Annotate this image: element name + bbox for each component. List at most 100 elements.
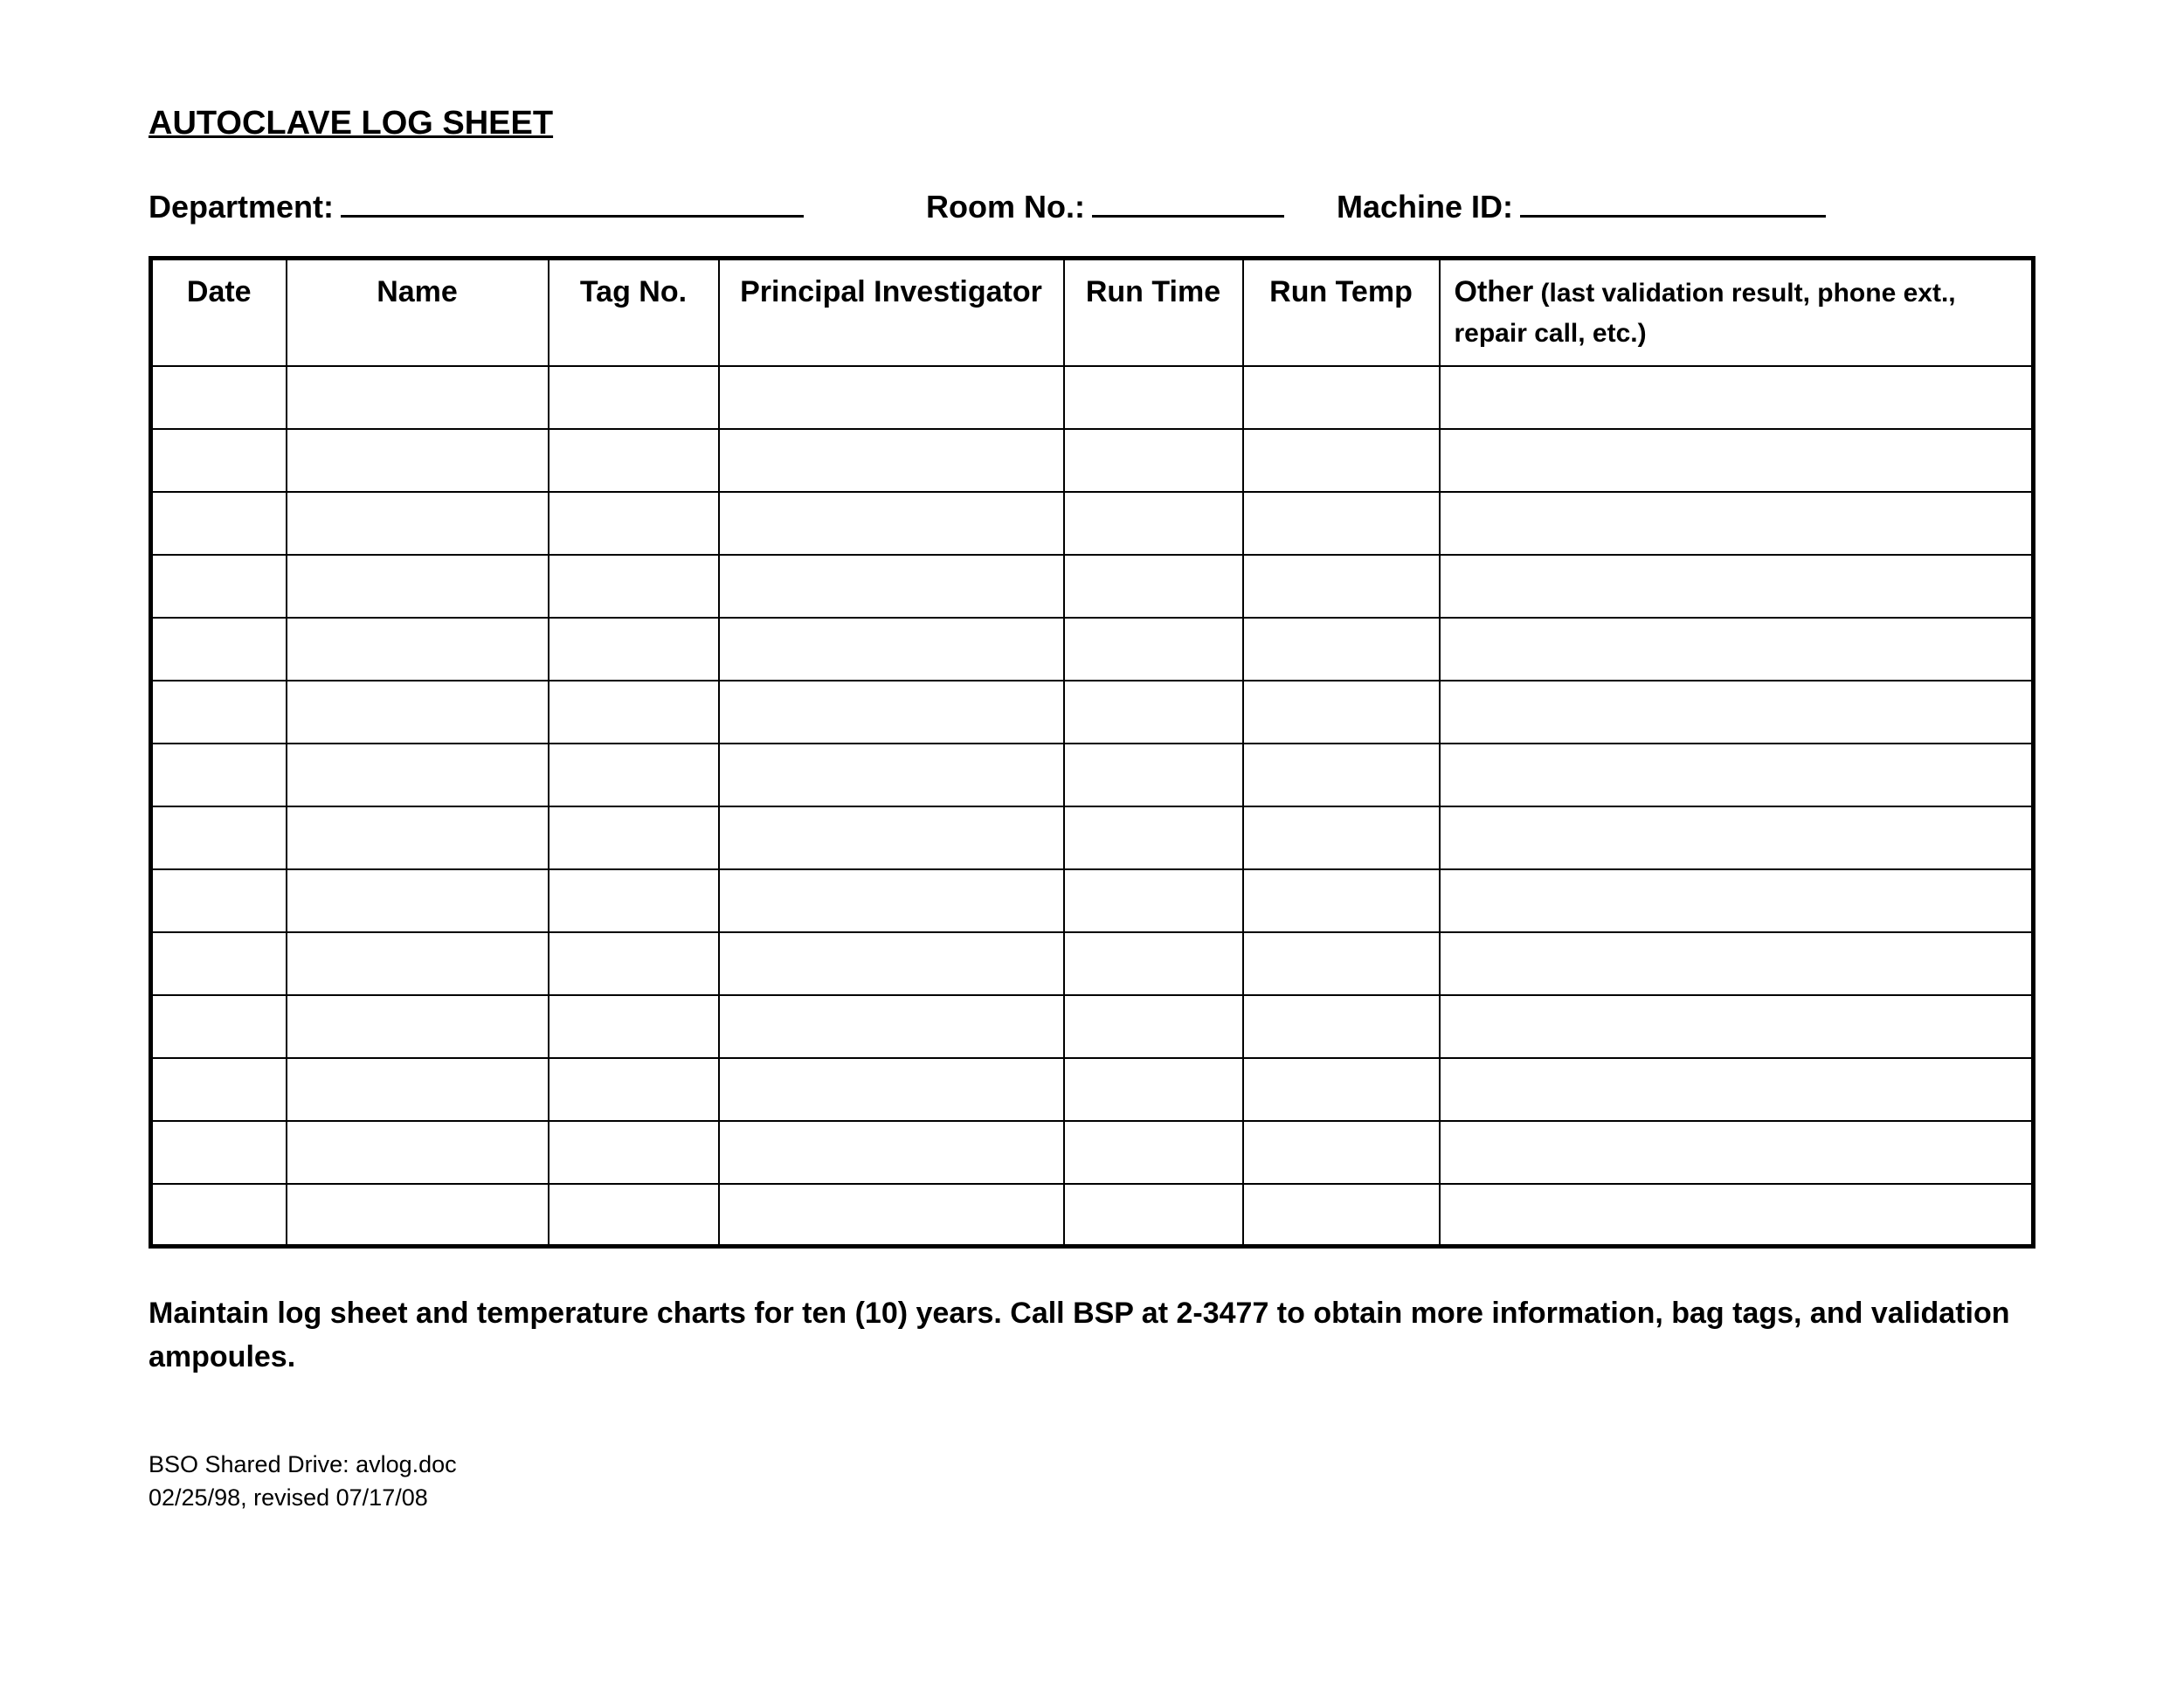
table-cell [719,995,1064,1058]
table-cell [1243,1121,1440,1184]
table-cell [719,618,1064,681]
table-cell [719,1058,1064,1121]
table-cell [1243,744,1440,806]
table-row [151,429,2034,492]
table-cell [287,492,549,555]
table-cell [549,555,719,618]
table-cell [1440,366,2034,429]
table-cell [1440,1184,2034,1247]
table-cell [1064,806,1243,869]
table-cell [1440,618,2034,681]
table-cell [1243,429,1440,492]
table-cell [151,429,287,492]
table-cell [549,1184,719,1247]
table-cell [1064,744,1243,806]
table-cell [1064,1184,1243,1247]
table-cell [549,869,719,932]
col-header-pi: Principal Investigator [719,259,1064,366]
room-label: Room No.: [926,189,1085,225]
table-cell [151,618,287,681]
table-cell [151,1058,287,1121]
table-row [151,1058,2034,1121]
table-body [151,366,2034,1247]
table-cell [1440,744,2034,806]
table-cell [1243,1184,1440,1247]
table-cell [287,681,549,744]
table-row [151,555,2034,618]
table-cell [1243,869,1440,932]
table-cell [1243,806,1440,869]
table-row [151,932,2034,995]
table-cell [1440,932,2034,995]
table-cell [1064,681,1243,744]
table-cell [549,1121,719,1184]
table-cell [1064,1058,1243,1121]
table-cell [1243,366,1440,429]
table-header: Date Name Tag No. Principal Investigator… [151,259,2034,366]
table-row [151,1121,2034,1184]
department-field: Department: [149,186,804,225]
table-row [151,618,2034,681]
table-cell [151,995,287,1058]
table-row [151,744,2034,806]
table-cell [287,806,549,869]
table-cell [287,869,549,932]
table-cell [1243,681,1440,744]
table-cell [1440,1121,2034,1184]
table-cell [151,366,287,429]
table-cell [1243,1058,1440,1121]
col-header-runtime: Run Time [1064,259,1243,366]
table-cell [1064,492,1243,555]
table-cell [1064,429,1243,492]
room-blank-line [1092,186,1284,218]
table-cell [1243,618,1440,681]
table-cell [719,1184,1064,1247]
table-cell [151,1121,287,1184]
table-cell [287,429,549,492]
table-cell [1440,555,2034,618]
department-label: Department: [149,189,334,225]
table-cell [719,429,1064,492]
header-fields: Department: Room No.: Machine ID: [149,186,2035,225]
col-header-runtemp: Run Temp [1243,259,1440,366]
table-row [151,869,2034,932]
machine-label: Machine ID: [1337,189,1513,225]
log-table: Date Name Tag No. Principal Investigator… [149,256,2035,1249]
table-cell [549,429,719,492]
room-field: Room No.: [926,186,1284,225]
table-row [151,1184,2034,1247]
table-cell [287,744,549,806]
table-cell [1243,932,1440,995]
table-cell [287,618,549,681]
table-cell [1440,492,2034,555]
table-row [151,995,2034,1058]
table-cell [287,1184,549,1247]
table-cell [549,744,719,806]
table-row [151,366,2034,429]
table-row [151,492,2034,555]
col-header-tag: Tag No. [549,259,719,366]
table-cell [719,806,1064,869]
footer-meta-line1: BSO Shared Drive: avlog.doc [149,1449,2035,1482]
table-cell [549,1058,719,1121]
table-cell [287,1058,549,1121]
table-cell [549,995,719,1058]
table-cell [1440,869,2034,932]
department-blank-line [341,186,804,218]
table-cell [719,869,1064,932]
table-cell [719,681,1064,744]
table-cell [151,1184,287,1247]
table-cell [1064,618,1243,681]
footer-meta-line2: 02/25/98, revised 07/17/08 [149,1482,2035,1515]
table-cell [549,681,719,744]
table-cell [1440,1058,2034,1121]
table-cell [719,1121,1064,1184]
table-cell [719,932,1064,995]
table-cell [1243,555,1440,618]
col-header-date: Date [151,259,287,366]
table-cell [1440,995,2034,1058]
table-cell [1064,932,1243,995]
table-cell [151,806,287,869]
col-header-other: Other (last validation result, phone ext… [1440,259,2034,366]
page-title: AUTOCLAVE LOG SHEET [149,105,2035,142]
